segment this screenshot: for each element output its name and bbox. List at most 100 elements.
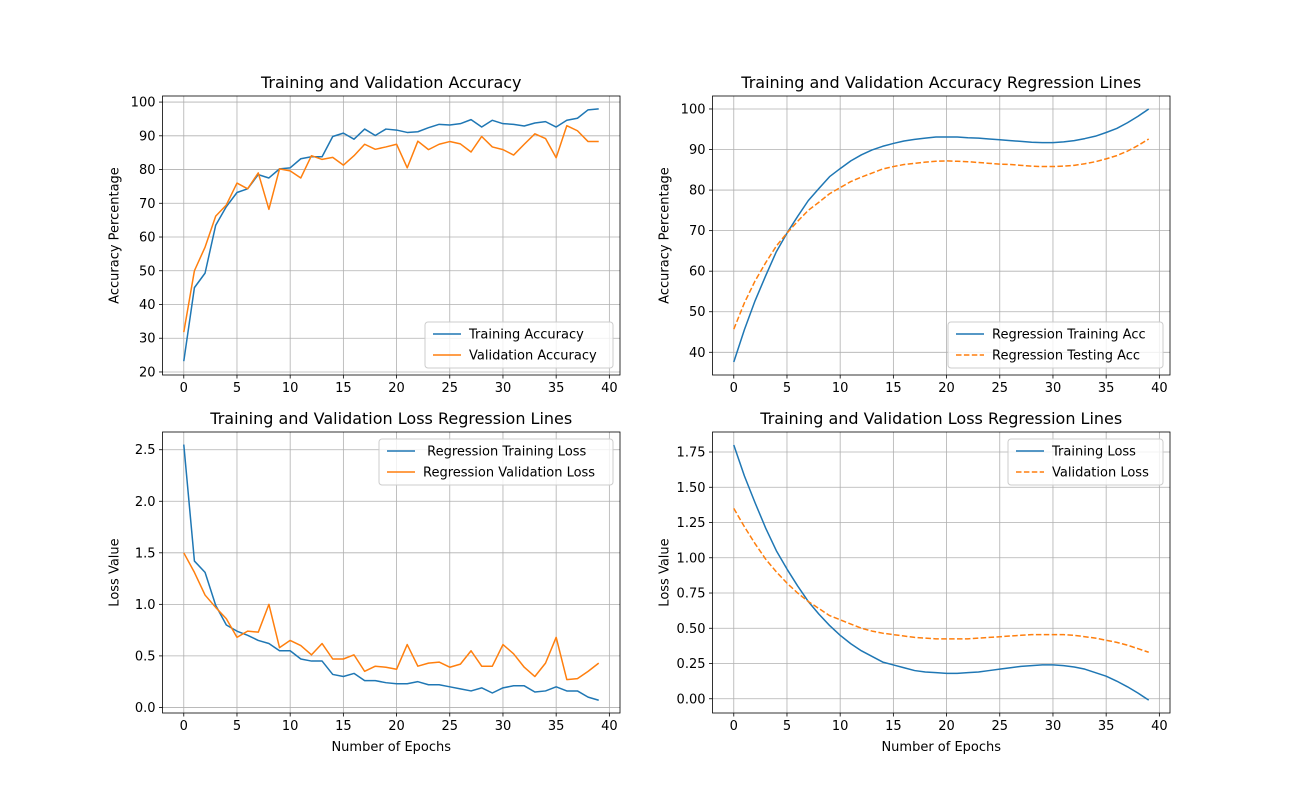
legend-label: Regression Testing Acc (992, 349, 1140, 364)
y-axis-label: Accuracy Percentage (658, 167, 673, 304)
y-tick-label: 100 (681, 102, 706, 117)
chart-title: Training and Validation Accuracy (260, 73, 522, 92)
axes-frame (162, 431, 621, 714)
x-tick-label: 25 (441, 719, 458, 734)
x-tick-label: 10 (282, 719, 299, 734)
y-tick-label: 50 (139, 264, 156, 279)
x-tick-label: 0 (180, 381, 188, 396)
legend-label: Regression Training Acc (992, 328, 1146, 343)
y-axis-label: Loss Value (108, 538, 123, 606)
subplots: 0 5 10 15 20 25 30 35 402030405060708090100Train… (108, 73, 1171, 755)
series-line-2 (733, 138, 1150, 330)
series-line-2 (183, 124, 599, 333)
y-tick-label: 40 (689, 346, 706, 361)
legend: Training Accuracy Validation Accuracy (424, 321, 614, 369)
legend-frame (1007, 438, 1164, 486)
legend-label: Validation Accuracy (469, 349, 597, 364)
x-tick-label: 0 (730, 719, 738, 734)
chart-title: Training and Validation Loss Regression … (759, 409, 1122, 428)
subplot-1: 0 5 10 15 20 25 30 35 40 20 30 40 50 60 70 80 90 100 Train… (108, 73, 621, 396)
legend-label: Validation Loss (1052, 466, 1149, 481)
axes-frame (712, 431, 1171, 714)
x-tick-label: 25 (991, 381, 1008, 396)
chart-title: Training and Validation Accuracy Regress… (740, 73, 1141, 92)
x-tick-label: 30 (1045, 719, 1062, 734)
x-tick-label: 35 (1098, 381, 1115, 396)
grid (162, 96, 620, 375)
legend-label: Regression Validation Loss (423, 466, 595, 481)
grid (712, 432, 1170, 713)
x-tick-label: 0 (180, 719, 188, 734)
y-tick-label: 40 (139, 298, 156, 313)
y-tick-label: 0.00 (677, 692, 706, 707)
y-tick-label: 1.00 (677, 551, 706, 566)
x-tick-label: 30 (1045, 381, 1062, 396)
y-tick-label: 90 (689, 143, 706, 158)
y-tick-label: 1.0 (135, 598, 156, 613)
y-tick-label: 50 (689, 305, 706, 320)
x-tick-label: 10 (832, 719, 849, 734)
x-tick-label: 15 (335, 719, 352, 734)
x-tick-label: 25 (991, 719, 1008, 734)
axes-frame (712, 95, 1171, 376)
x-tick-label: 15 (885, 381, 902, 396)
x-tick-label: 15 (885, 719, 902, 734)
x-tick-label: 25 (441, 381, 458, 396)
y-tick-label: 0.0 (135, 701, 156, 716)
y-tick-label: 0.50 (677, 622, 706, 637)
legend-frame (424, 321, 614, 369)
x-tick-label: 40 (1151, 381, 1168, 396)
y-tick-label: 100 (131, 96, 156, 111)
x-tick-label: 30 (495, 719, 512, 734)
y-tick-label: 80 (139, 163, 156, 178)
x-tick-label: 5 (783, 381, 791, 396)
y-tick-label: 0.25 (677, 657, 706, 672)
legend-frame (947, 321, 1164, 369)
y-tick-label: 70 (139, 197, 156, 212)
subplot-4: 0 5 10 15 20 25 30 35 40 0.00 0.25 0.50 0.75 1.00 1.25… (658, 409, 1171, 755)
x-tick-label: 35 (1098, 719, 1115, 734)
x-tick-label: 20 (938, 381, 955, 396)
x-tick-label: 35 (548, 719, 565, 734)
series-line-1 (733, 108, 1150, 363)
y-tick-label: 0.75 (677, 587, 706, 602)
x-axis-label: Number of Epochs (881, 740, 1001, 755)
x-tick-label: 5 (233, 719, 241, 734)
series-line-2 (183, 552, 600, 681)
legend-label: Training Loss (1051, 445, 1136, 460)
y-tick-label: 60 (139, 231, 156, 246)
y-tick-label: 1.5 (135, 546, 156, 561)
x-tick-label: 40 (601, 381, 618, 396)
x-tick-label: 40 (1151, 719, 1168, 734)
x-tick-label: 20 (388, 719, 405, 734)
y-tick-label: 1.75 (677, 446, 706, 461)
x-tick-label: 20 (388, 381, 405, 396)
legend: Regression Training Acc Regression Testin… (947, 321, 1164, 369)
y-tick-label: 2.0 (135, 495, 156, 510)
subplot-2: 0 5 10 15 20 25 30 35 40 40 50 60 70 80 90 100 Training … (658, 73, 1171, 396)
y-tick-label: 0.5 (135, 649, 156, 664)
legend: Regression Training Loss Regression Valid… (378, 438, 614, 486)
y-tick-label: 80 (689, 184, 706, 199)
x-tick-label: 10 (282, 381, 299, 396)
series-line-2 (733, 508, 1149, 653)
x-tick-label: 15 (335, 381, 352, 396)
x-tick-label: 20 (938, 719, 955, 734)
y-tick-label: 1.25 (677, 516, 706, 531)
x-tick-label: 5 (233, 381, 241, 396)
y-tick-label: 30 (139, 332, 156, 347)
x-tick-label: 0 (730, 381, 738, 396)
x-tick-label: 30 (495, 381, 512, 396)
x-tick-label: 35 (548, 381, 565, 396)
legend-label: Training Accuracy (468, 328, 584, 343)
x-tick-label: 5 (783, 719, 791, 734)
y-tick-label: 70 (689, 224, 706, 239)
x-tick-label: 40 (601, 719, 618, 734)
legend-label: Regression Training Loss (423, 445, 587, 460)
legend-frame (378, 438, 614, 486)
y-tick-label: 1.50 (677, 481, 706, 496)
x-tick-label: 10 (832, 381, 849, 396)
x-axis-label: Number of Epochs (331, 740, 451, 755)
